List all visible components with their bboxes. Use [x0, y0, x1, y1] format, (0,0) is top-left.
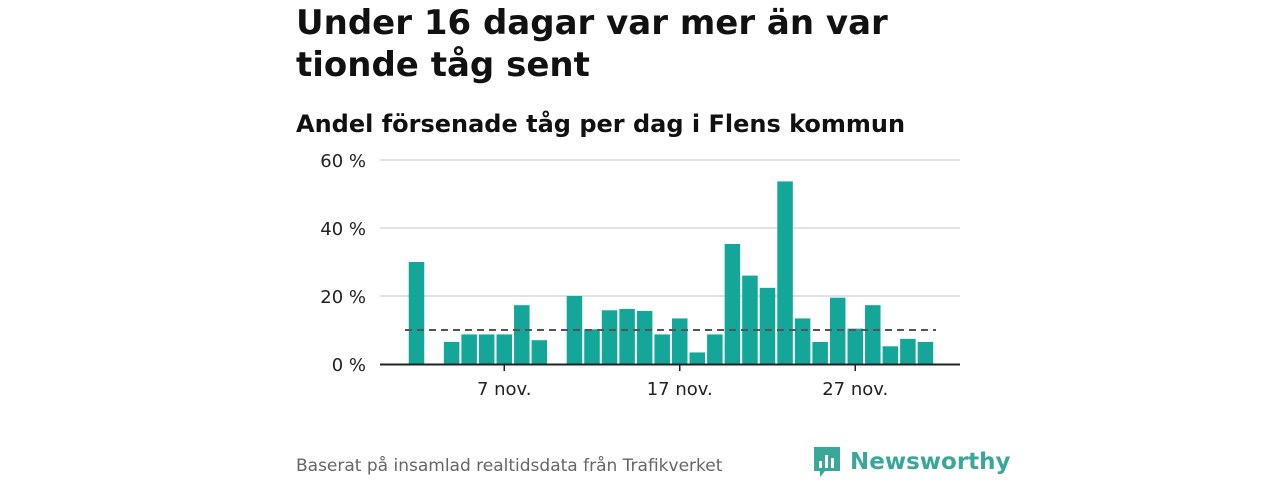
x-tick-label: 7 nov. [477, 379, 532, 400]
bar [461, 334, 477, 364]
newsworthy-logo: Newsworthy [812, 444, 1011, 480]
bar [847, 328, 863, 364]
bar [496, 334, 512, 364]
bar [865, 305, 881, 364]
bar [742, 275, 758, 364]
bar [759, 287, 776, 364]
bar [689, 352, 706, 364]
brand-name: Newsworthy [850, 449, 1011, 475]
x-tick-label: 17 nov. [647, 379, 713, 400]
source-note: Baserat på insamlad realtidsdata från Tr… [296, 456, 723, 476]
bar [707, 334, 723, 364]
bar [478, 334, 495, 364]
bar [917, 341, 934, 364]
bar-series [408, 181, 934, 364]
grid-lines [380, 159, 960, 297]
bar-chart-logo-icon [814, 447, 840, 477]
bar [777, 181, 793, 364]
chart-subtitle: Andel försenade tåg per dag i Flens komm… [296, 110, 906, 138]
x-tick-label: 27 nov. [822, 379, 888, 400]
y-tick-label: 40 % [320, 219, 366, 240]
bar [794, 318, 811, 364]
bar [408, 262, 425, 364]
bar [724, 243, 741, 364]
axes [380, 363, 960, 371]
tick-labels: 0 % 20 % 40 % 60 % 7 nov. 17 nov. 27 nov. [320, 151, 888, 400]
bar [514, 305, 530, 364]
bar [812, 341, 828, 364]
bar [882, 346, 899, 364]
y-tick-label: 20 % [320, 287, 366, 308]
bar [654, 334, 670, 364]
chart-title: Under 16 dagar var mer än var tionde tåg… [296, 3, 888, 85]
bar [672, 318, 688, 364]
y-tick-label: 0 % [332, 355, 366, 376]
bar [619, 308, 635, 364]
bar [636, 310, 653, 364]
bar [584, 329, 600, 364]
bar [900, 338, 916, 364]
bar [443, 341, 460, 364]
bar [601, 310, 618, 364]
bar [531, 340, 548, 364]
y-tick-label: 60 % [320, 151, 366, 172]
